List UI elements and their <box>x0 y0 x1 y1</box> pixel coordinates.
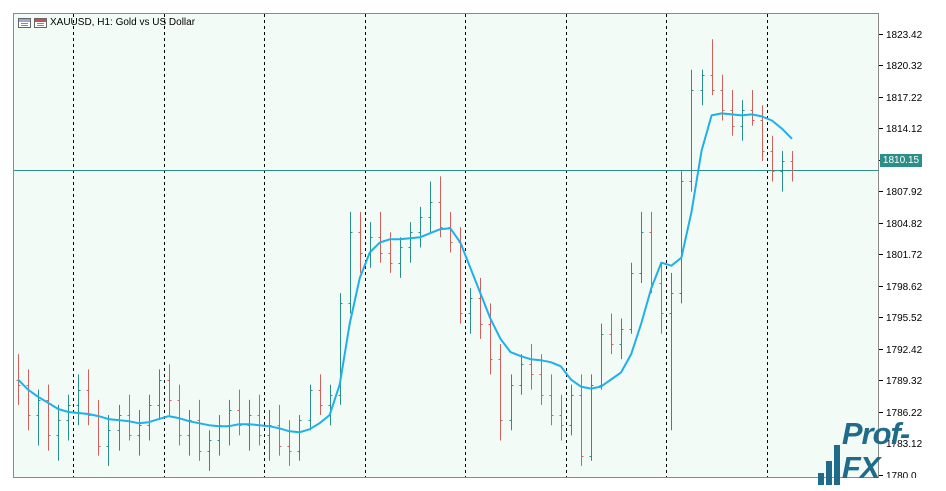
axis-tick-label: 1817.22 <box>886 93 923 104</box>
logo-bar <box>818 473 824 485</box>
chart-title-bar: XAUUSD, H1: Gold vs US Dollar <box>18 17 195 28</box>
axis-tick-label: 1780.0 <box>886 471 917 478</box>
axis-tick-label: 1792.42 <box>886 345 923 356</box>
axis-tick-label: 1798.62 <box>886 282 923 293</box>
moving-average-line[interactable] <box>17 112 793 434</box>
window-icon[interactable] <box>18 17 31 28</box>
axis-tick-label: 1795.52 <box>886 313 923 324</box>
axis-tick-label: 1804.82 <box>886 219 923 230</box>
chart-title: XAUUSD, H1: Gold vs US Dollar <box>50 17 196 28</box>
axis-tick-label: 1786.22 <box>886 408 923 419</box>
axis-tick-label: 1783.12 <box>886 439 923 450</box>
current-price-badge: 1810.15 <box>880 154 922 167</box>
price-axis[interactable]: 1823.421820.321817.221814.121811.021807.… <box>879 13 946 478</box>
logo-bar <box>833 445 840 485</box>
axis-tick-label: 1823.42 <box>886 30 923 41</box>
logo-text: Prof-FX <box>841 416 910 485</box>
chart-area[interactable] <box>13 13 879 478</box>
axis-tick-label: 1801.72 <box>886 250 923 261</box>
axis-tick-label: 1820.32 <box>886 61 923 72</box>
axis-tick-label: 1789.32 <box>886 376 923 387</box>
brand-logo: Prof-FX <box>818 417 946 485</box>
axis-tick-label: 1814.12 <box>886 124 923 135</box>
axis-tick-label: 1807.92 <box>886 187 923 198</box>
logo-bar <box>825 461 832 485</box>
price-plot[interactable] <box>14 14 879 478</box>
window-icon-alt[interactable] <box>34 17 47 28</box>
